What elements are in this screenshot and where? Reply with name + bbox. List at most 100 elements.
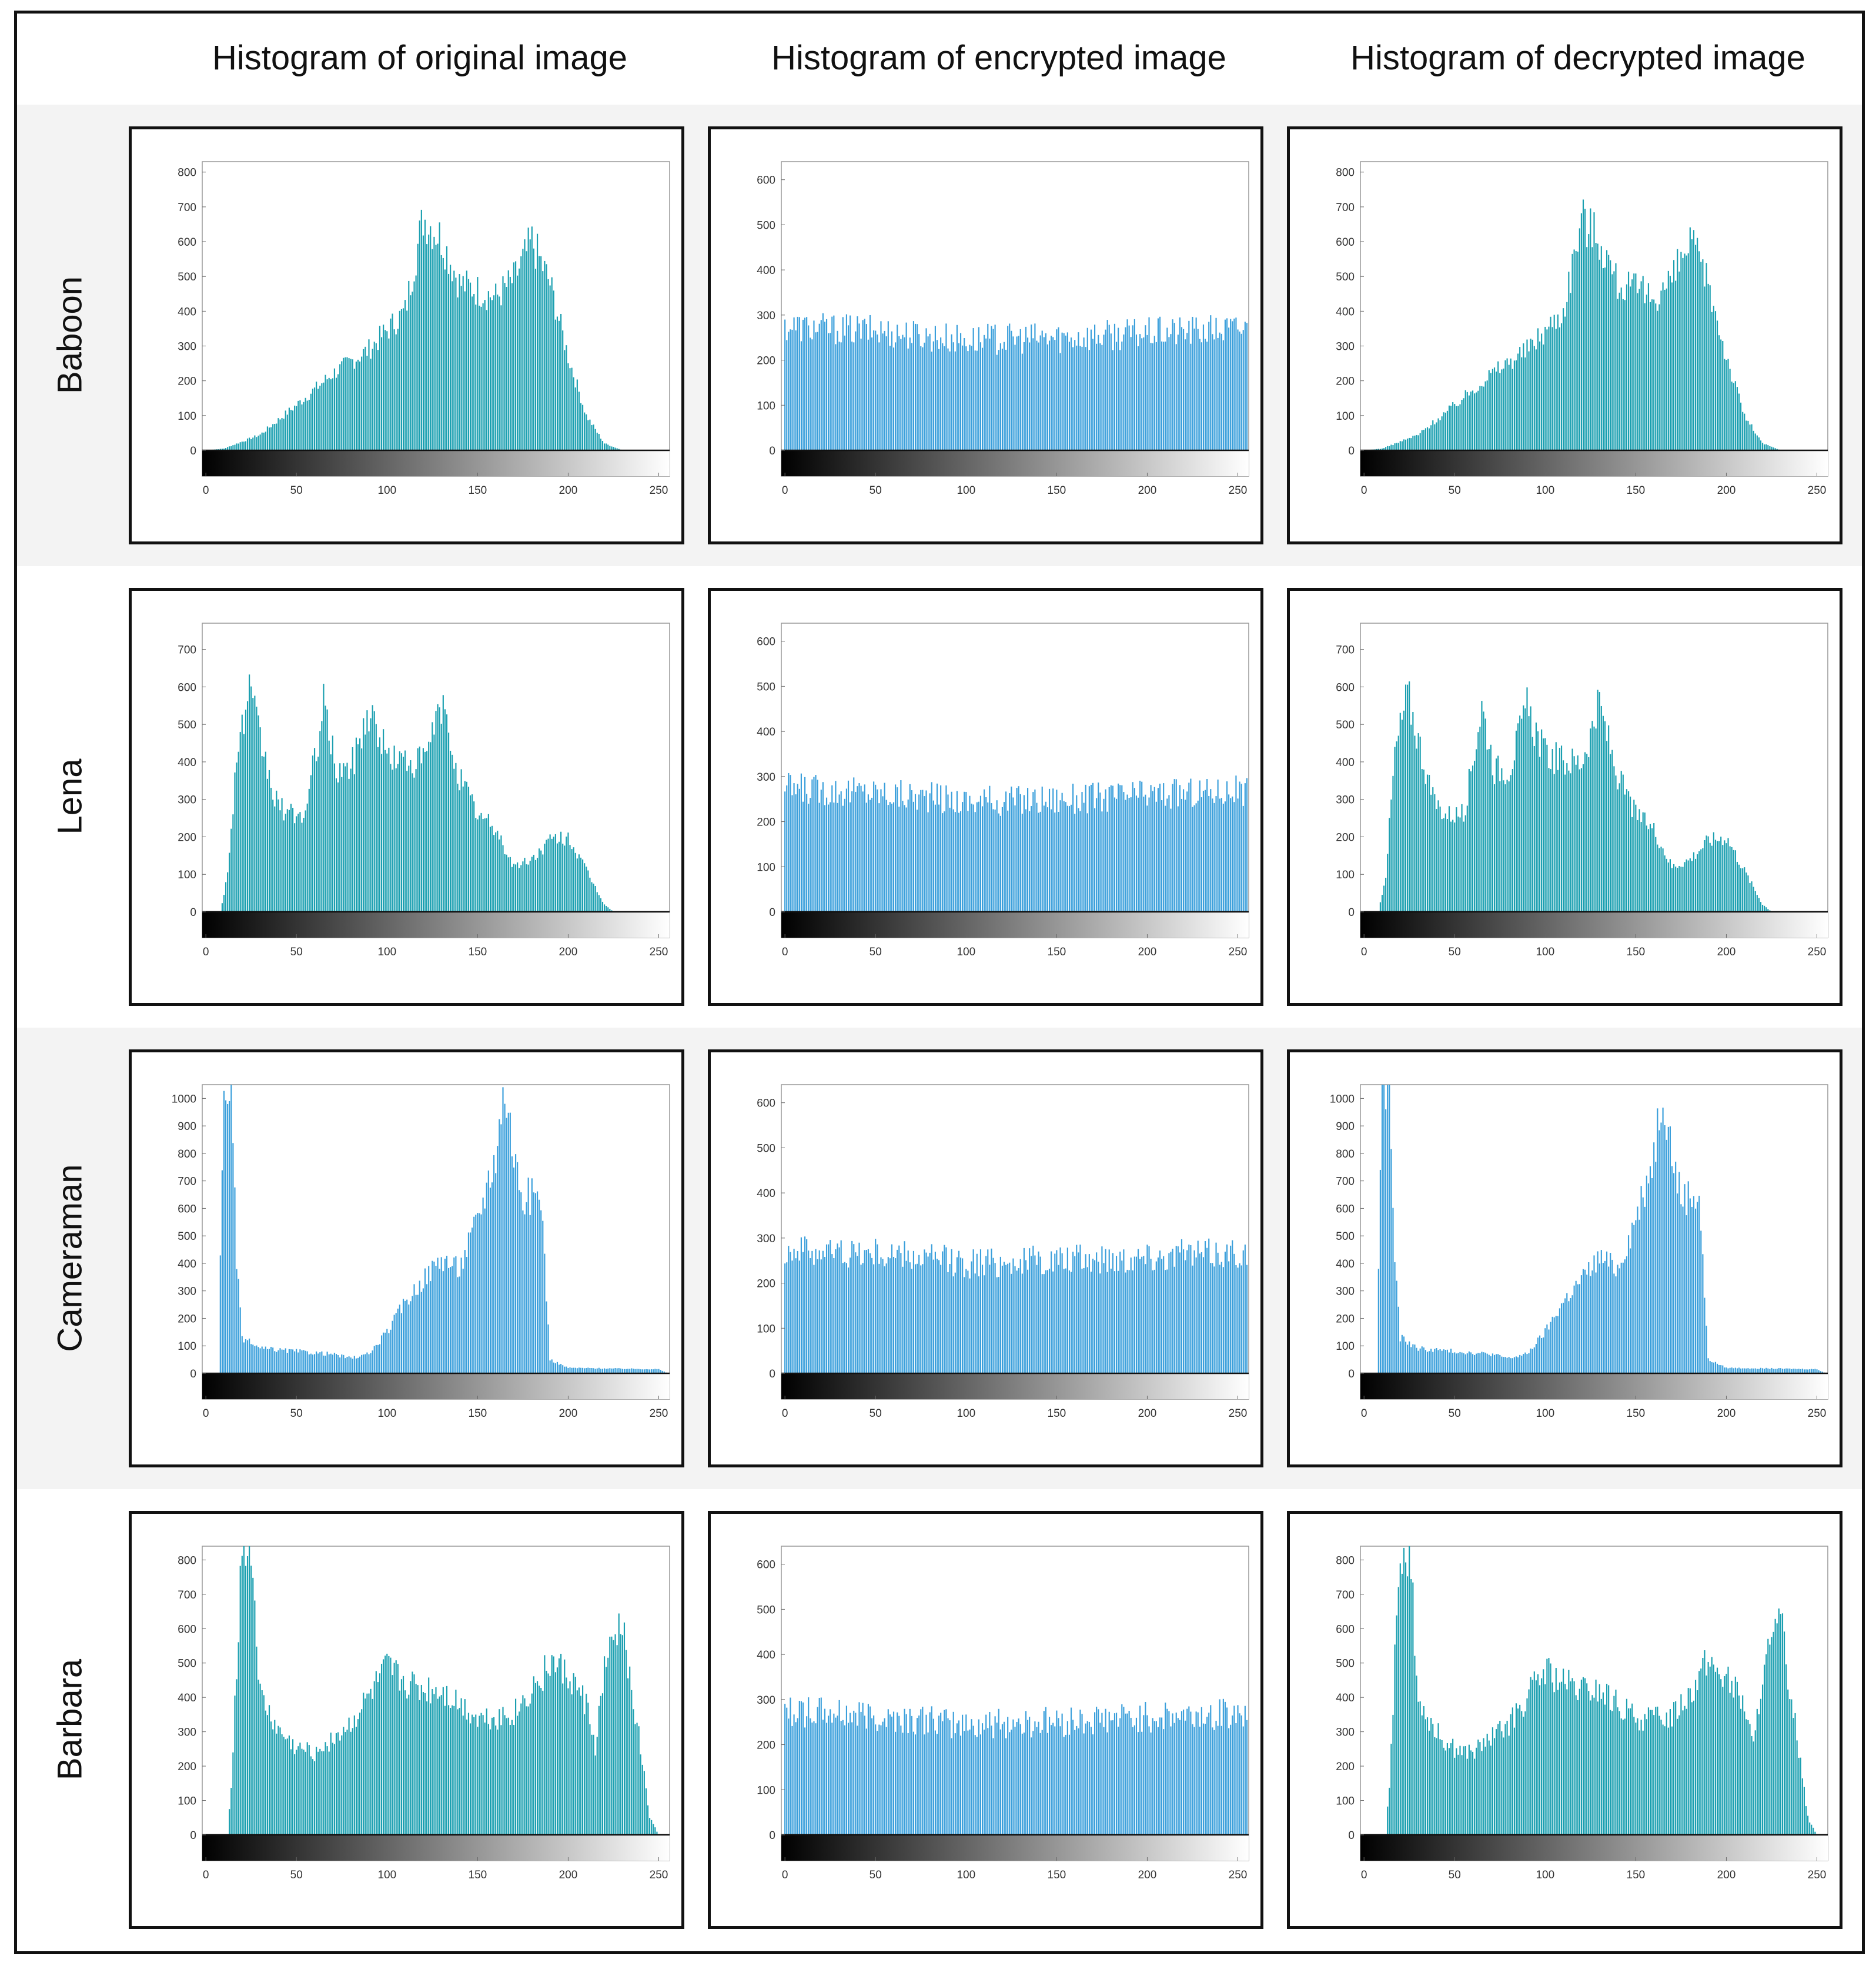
histogram-bar: [573, 1367, 574, 1373]
histogram-bar: [384, 750, 386, 912]
histogram-bar: [897, 1712, 898, 1835]
histogram-bar: [569, 845, 571, 912]
histogram-bar: [1508, 1735, 1510, 1835]
histogram-bar: [1560, 745, 1563, 912]
histogram-bar: [232, 1143, 234, 1373]
histogram-bar: [621, 1635, 623, 1835]
histogram-bar: [1439, 1349, 1441, 1373]
histogram-bar: [1175, 1246, 1177, 1373]
histogram-bar: [1686, 255, 1687, 450]
histogram-bar: [954, 1272, 956, 1373]
grayscale-colorbar: [202, 1373, 670, 1399]
histogram-bar: [513, 262, 515, 450]
x-tick-label: 250: [1229, 946, 1248, 958]
histogram-bar: [363, 1693, 365, 1835]
histogram-bar: [383, 325, 384, 450]
histogram-bar: [1012, 336, 1014, 450]
histogram-bar: [345, 1732, 346, 1835]
histogram-bar: [1007, 326, 1009, 450]
histogram-bar: [511, 1156, 513, 1373]
histogram-bar: [1496, 1354, 1497, 1373]
histogram-bar: [1568, 272, 1570, 450]
histogram-bar: [332, 378, 333, 450]
histogram-bar: [313, 1354, 316, 1373]
histogram-bar: [480, 812, 482, 912]
histogram-bar: [1244, 1244, 1246, 1373]
row-label-text: Baboon: [51, 276, 89, 394]
histogram-bar: [1392, 1208, 1394, 1373]
histogram-bar: [1796, 1740, 1798, 1835]
histogram-bar: [299, 400, 301, 450]
histogram-bar: [576, 1368, 578, 1373]
histogram-bar: [1195, 1711, 1197, 1835]
histogram-bar: [1045, 801, 1046, 912]
histogram-bar: [453, 1705, 455, 1835]
histogram-bar: [553, 1362, 554, 1373]
histogram-bar: [1032, 338, 1034, 450]
histogram-bar: [1416, 434, 1417, 450]
histogram-bar: [797, 784, 798, 912]
histogram-bar: [1649, 824, 1651, 912]
histogram-bar: [784, 1263, 786, 1373]
histogram-bar: [1423, 1706, 1424, 1835]
histogram-bar: [969, 1729, 971, 1835]
histogram-bar: [1724, 840, 1725, 912]
histogram-bar: [571, 367, 573, 450]
histogram-bar: [1023, 1248, 1025, 1373]
histogram-bar: [1098, 1262, 1099, 1373]
histogram-bar: [249, 1546, 250, 1835]
histogram-bar: [607, 1657, 609, 1835]
histogram-bar: [1523, 343, 1524, 450]
histogram-bar: [1161, 1717, 1163, 1835]
histogram-bar: [1228, 1261, 1230, 1373]
histogram-bar: [1081, 1268, 1083, 1373]
histogram-bar: [453, 270, 455, 450]
histogram-bar: [263, 432, 265, 450]
histogram-bar: [1613, 1696, 1615, 1835]
histogram-bar: [620, 1634, 621, 1835]
histogram-bar: [544, 260, 546, 450]
histogram-bar: [500, 1725, 502, 1835]
histogram-bar: [234, 1696, 236, 1835]
histogram-bar: [313, 387, 316, 450]
histogram-bar: [274, 1351, 276, 1373]
histogram-bar: [1417, 1701, 1419, 1835]
histogram-bar: [384, 1332, 386, 1373]
histogram-bar: [1416, 748, 1417, 912]
histogram-bar: [1186, 791, 1188, 912]
histogram-bar: [1557, 1316, 1559, 1373]
histogram-bar: [1429, 1730, 1430, 1835]
histogram-bar: [840, 1240, 842, 1373]
histogram-bar: [825, 1723, 828, 1835]
y-tick-label: 500: [757, 1142, 775, 1155]
histogram-bar: [1807, 1369, 1809, 1373]
histogram-bar: [1161, 800, 1163, 912]
histogram-bar: [865, 802, 867, 912]
histogram-bar: [462, 1268, 464, 1373]
histogram-bar: [484, 1208, 486, 1373]
histogram-bar: [1618, 1268, 1620, 1373]
histogram-bar: [1633, 1225, 1635, 1373]
histogram-bar: [1423, 1347, 1424, 1373]
histogram-bar: [430, 1703, 432, 1835]
histogram-bar: [1063, 801, 1065, 912]
histogram-bar: [952, 1711, 954, 1835]
histogram-bar: [591, 1734, 593, 1835]
histogram-bar: [1441, 819, 1443, 912]
histogram-bar: [504, 1715, 506, 1835]
histogram-bar: [1761, 1368, 1764, 1373]
histogram-bar: [232, 1752, 234, 1835]
histogram-bar: [1240, 784, 1242, 912]
histogram-bar: [1125, 1713, 1126, 1835]
histogram-bar: [1590, 1276, 1591, 1373]
histogram-bar: [1477, 390, 1479, 450]
histogram-bar: [285, 1739, 286, 1835]
histogram-bar: [1582, 764, 1584, 912]
histogram-bar: [1626, 789, 1628, 912]
histogram-bar: [998, 813, 999, 912]
histogram-bar: [1034, 789, 1036, 912]
histogram-bar: [1099, 1723, 1101, 1835]
histogram-bar: [613, 447, 614, 450]
histogram-bar: [1761, 904, 1764, 912]
histogram-bar: [1575, 764, 1577, 912]
